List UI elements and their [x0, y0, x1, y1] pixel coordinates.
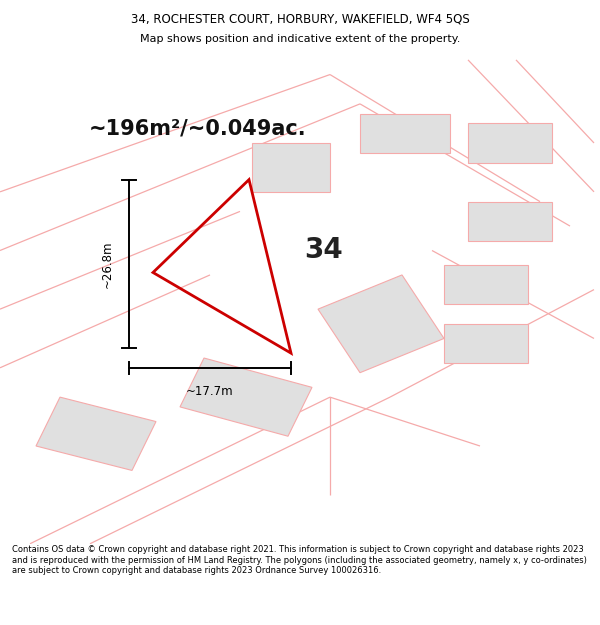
Text: ~26.8m: ~26.8m: [101, 240, 114, 288]
Text: ~196m²/~0.049ac.: ~196m²/~0.049ac.: [89, 119, 307, 139]
Polygon shape: [444, 324, 528, 363]
Polygon shape: [318, 275, 444, 372]
Polygon shape: [180, 358, 312, 436]
Text: ~17.7m: ~17.7m: [186, 385, 234, 398]
Polygon shape: [36, 397, 156, 471]
Polygon shape: [468, 123, 552, 162]
Polygon shape: [444, 265, 528, 304]
Text: Map shows position and indicative extent of the property.: Map shows position and indicative extent…: [140, 34, 460, 44]
Polygon shape: [360, 114, 450, 152]
Polygon shape: [468, 202, 552, 241]
Text: Contains OS data © Crown copyright and database right 2021. This information is : Contains OS data © Crown copyright and d…: [12, 546, 587, 575]
Text: 34: 34: [305, 236, 343, 264]
Text: 34, ROCHESTER COURT, HORBURY, WAKEFIELD, WF4 5QS: 34, ROCHESTER COURT, HORBURY, WAKEFIELD,…: [131, 12, 469, 25]
Polygon shape: [252, 143, 330, 192]
